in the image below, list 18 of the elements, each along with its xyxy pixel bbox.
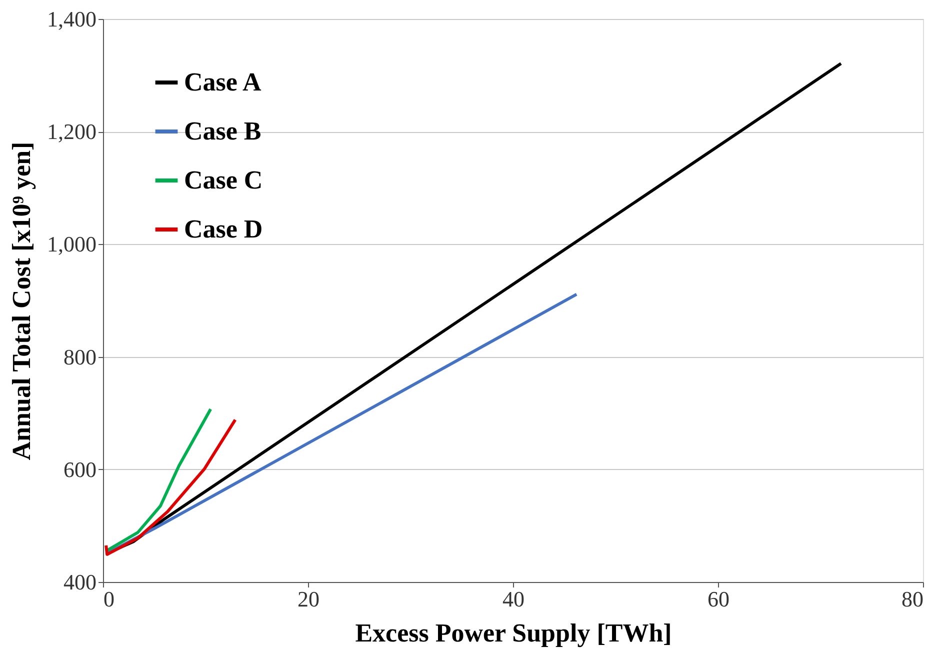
y-tick-label: 800: [64, 344, 96, 370]
y-axis-title: Annual Total Cost [x10⁹ yen]: [7, 142, 36, 460]
y-tick-label: 1,000: [47, 232, 96, 257]
legend-label: Case C: [184, 166, 263, 194]
legend-label: Case D: [184, 214, 263, 244]
x-tick-label: 20: [298, 586, 320, 612]
x-tick-label: 0: [104, 586, 114, 612]
x-tick-label: 60: [708, 586, 730, 612]
legend-label: Case B: [184, 116, 262, 146]
y-tick-label: 1,400: [47, 6, 96, 32]
legend-label: Case A: [184, 68, 262, 96]
line-series: [104, 418, 237, 556]
y-tick-label: 400: [64, 570, 96, 594]
x-axis-title: Excess Power Supply [TWh]: [355, 618, 672, 648]
y-tick-label: 600: [64, 456, 96, 482]
x-tick-label: 40: [502, 586, 524, 612]
y-tick-label: 1,200: [47, 119, 96, 144]
x-tick-label: 80: [902, 586, 924, 612]
